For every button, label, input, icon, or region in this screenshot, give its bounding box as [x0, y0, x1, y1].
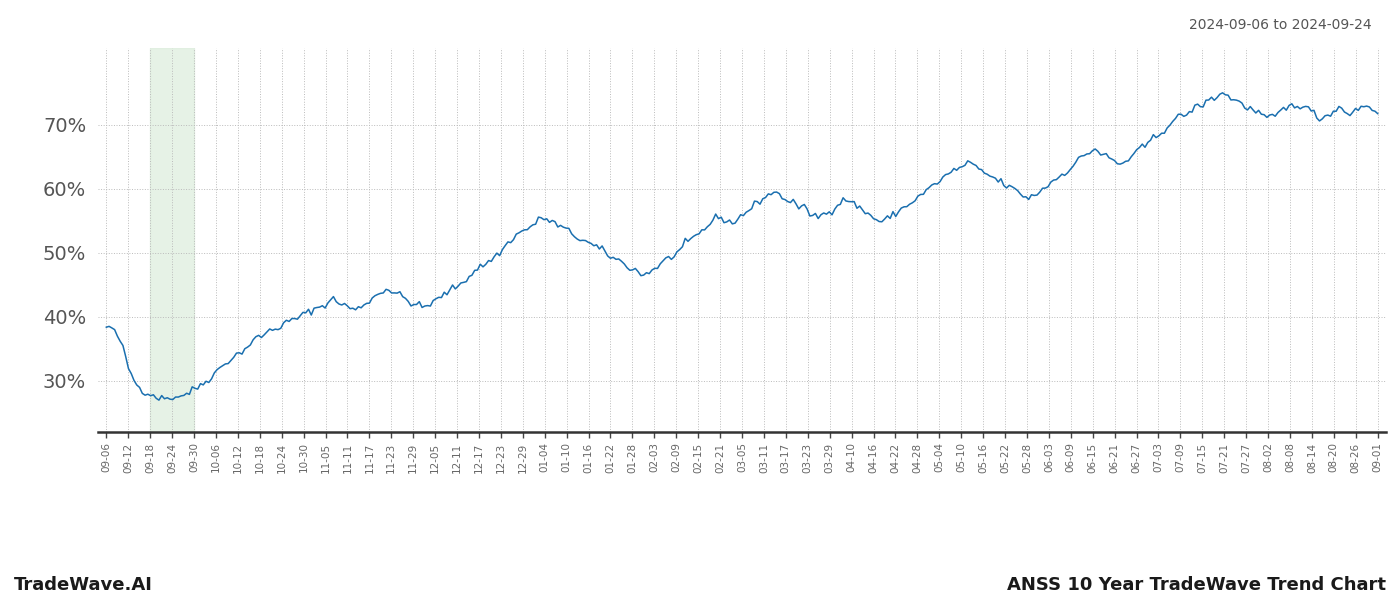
- Text: TradeWave.AI: TradeWave.AI: [14, 576, 153, 594]
- Text: ANSS 10 Year TradeWave Trend Chart: ANSS 10 Year TradeWave Trend Chart: [1007, 576, 1386, 594]
- Text: 2024-09-06 to 2024-09-24: 2024-09-06 to 2024-09-24: [1190, 18, 1372, 32]
- Bar: [150, 48, 195, 432]
